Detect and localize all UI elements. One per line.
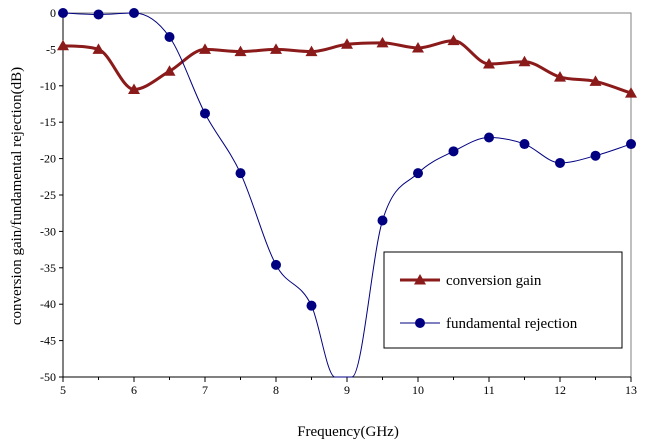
y-tick-label: -25 (40, 188, 56, 202)
data-point (128, 83, 140, 94)
x-tick-label: 12 (554, 383, 566, 397)
data-point (376, 36, 389, 48)
series-2 (58, 8, 636, 378)
data-point (163, 65, 176, 76)
data-point (554, 71, 566, 82)
y-tick-label: -20 (40, 152, 56, 166)
data-point (129, 8, 139, 18)
y-tick-label: -40 (40, 297, 56, 311)
data-point (306, 300, 317, 311)
data-point (235, 168, 246, 179)
data-point (589, 75, 602, 86)
data-point (234, 45, 247, 57)
series-layer (57, 8, 637, 378)
x-tick-label: 10 (412, 383, 424, 397)
data-point (555, 157, 565, 168)
data-point (626, 139, 636, 150)
y-tick-label: -15 (40, 115, 56, 129)
series-1 (57, 34, 637, 98)
data-point (57, 39, 69, 51)
legend-box (383, 251, 623, 349)
legend: conversion gain fundamental rejection (383, 251, 623, 349)
y-tick-label: -30 (40, 224, 56, 238)
data-point (164, 32, 175, 43)
x-tick-label: 11 (483, 383, 495, 397)
data-point (483, 57, 495, 69)
x-tick-label: 8 (273, 383, 279, 397)
data-point (200, 108, 210, 119)
data-point (413, 168, 423, 179)
data-point (590, 150, 601, 161)
y-tick-label: -45 (40, 334, 56, 348)
data-point (518, 55, 531, 67)
x-tick-label: 9 (344, 383, 350, 397)
data-point (448, 146, 459, 157)
y-tick-label: -5 (46, 42, 56, 56)
x-tick-label: 7 (202, 383, 208, 397)
legend-label: conversion gain (446, 273, 542, 289)
data-point (271, 259, 281, 270)
data-point (199, 43, 211, 54)
x-axis-title: Frequency(GHz) (297, 424, 399, 440)
data-point (412, 41, 424, 53)
x-tick-label: 6 (131, 383, 137, 397)
x-tick-label: 5 (60, 383, 66, 397)
y-tick-label: 0 (50, 6, 56, 20)
data-point (92, 43, 105, 54)
y-tick-label: -10 (40, 79, 56, 93)
data-point (93, 9, 104, 20)
data-point (341, 38, 353, 49)
data-point (377, 215, 388, 226)
y-tick-label: -50 (40, 370, 56, 384)
data-point (305, 45, 318, 57)
legend-marker (415, 318, 425, 328)
data-point (519, 139, 530, 150)
data-point (58, 8, 68, 18)
y-tick-label: -35 (40, 261, 56, 275)
data-point (447, 34, 460, 46)
data-point (270, 43, 282, 54)
legend-label: fundamental rejection (446, 316, 578, 332)
data-point (625, 87, 637, 98)
y-axis-title: conversion gain/fundamental rejection(dB… (9, 67, 25, 325)
legend-marker (414, 274, 426, 285)
data-point (484, 132, 494, 143)
x-tick-label: 13 (625, 383, 637, 397)
